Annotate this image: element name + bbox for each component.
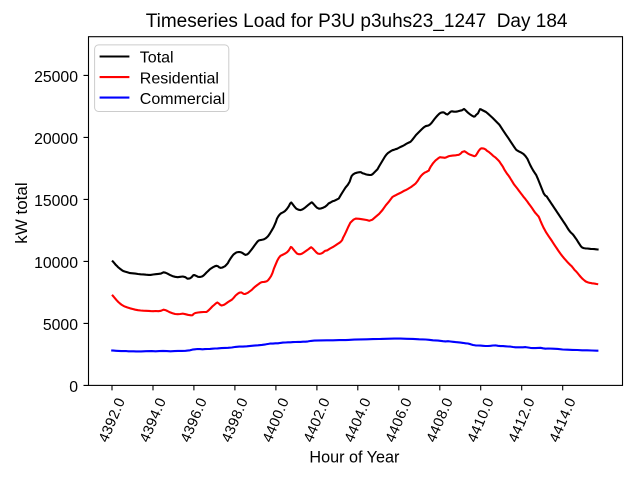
svg-text:Hour of Year: Hour of Year xyxy=(309,449,400,467)
svg-text:5000: 5000 xyxy=(43,317,78,334)
svg-text:15000: 15000 xyxy=(34,193,78,210)
svg-text:10000: 10000 xyxy=(34,255,78,272)
svg-text:Total: Total xyxy=(140,50,174,67)
svg-text:kW total: kW total xyxy=(12,182,31,243)
svg-text:25000: 25000 xyxy=(34,69,78,86)
svg-text:Timeseries Load for P3U p3uhs2: Timeseries Load for P3U p3uhs23_1247 Day… xyxy=(146,11,568,32)
svg-text:0: 0 xyxy=(69,379,78,396)
svg-text:20000: 20000 xyxy=(34,131,78,148)
svg-text:Commercial: Commercial xyxy=(140,91,225,108)
svg-text:Residential: Residential xyxy=(140,70,219,87)
